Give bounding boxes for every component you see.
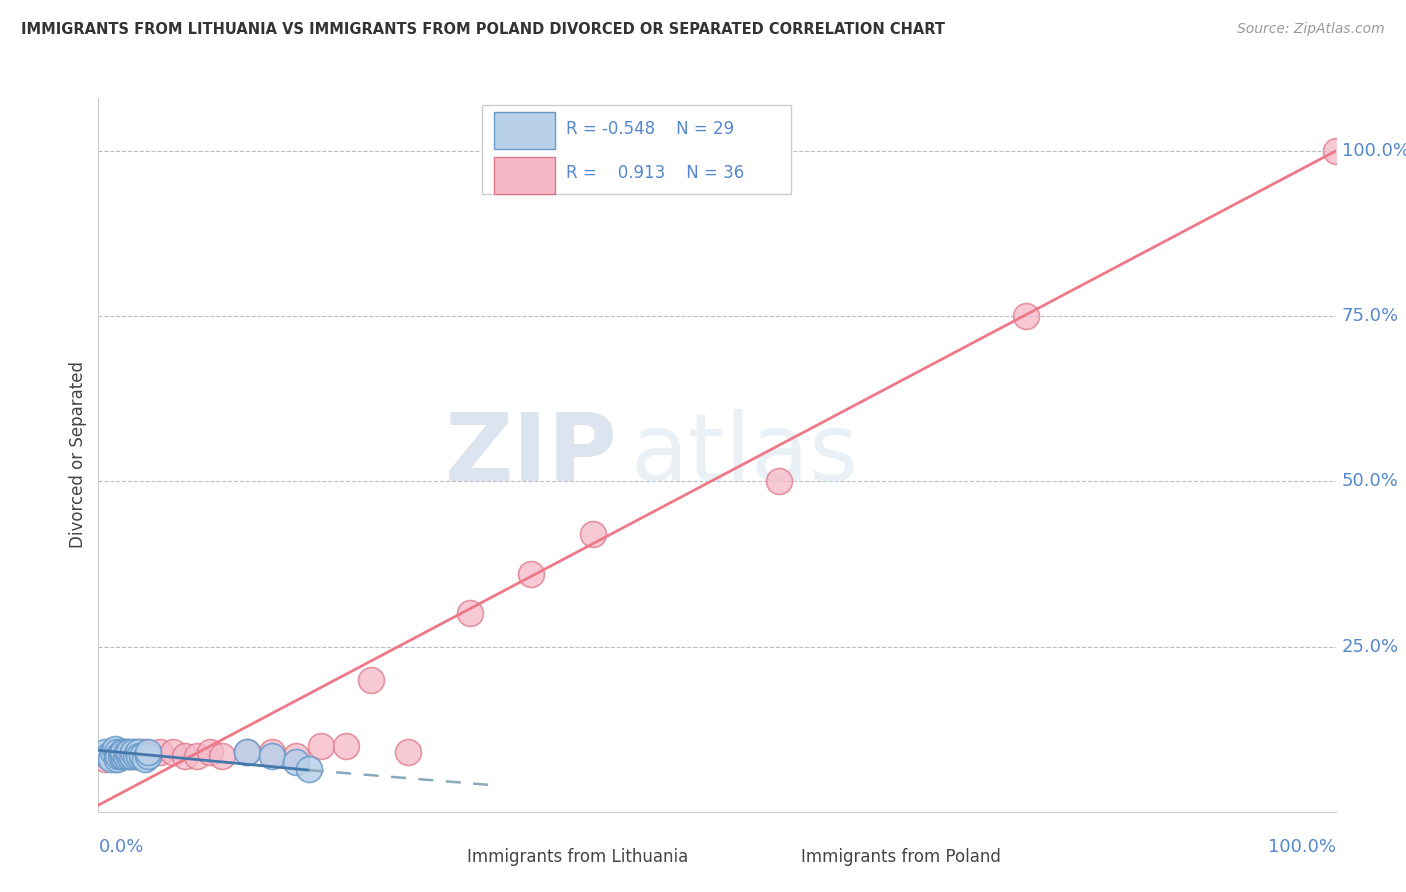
Point (107, 748, 129, 763)
Point (136, 748, 159, 763)
Point (1015, 309, 1038, 323)
Point (136, 745, 159, 759)
Point (118, 748, 141, 763)
Point (236, 745, 259, 759)
Text: Immigrants from Lithuania: Immigrants from Lithuania (467, 847, 689, 865)
Point (285, 748, 308, 763)
FancyBboxPatch shape (482, 105, 792, 194)
Point (114, 745, 136, 759)
Text: 50.0%: 50.0% (1341, 473, 1399, 491)
Point (104, 752, 127, 766)
Point (1324, 144, 1347, 158)
Point (112, 745, 135, 759)
Point (162, 745, 184, 759)
Point (107, 748, 129, 763)
Point (122, 745, 145, 759)
Point (100, 752, 122, 766)
Point (136, 748, 159, 763)
Text: 100.0%: 100.0% (1341, 142, 1406, 160)
Point (100, 745, 122, 759)
Point (198, 745, 221, 759)
Point (174, 748, 197, 763)
Point (118, 748, 141, 763)
Point (128, 748, 150, 763)
Point (458, 607, 481, 621)
Point (112, 748, 135, 763)
Text: ZIP: ZIP (446, 409, 619, 501)
Text: Immigrants from Poland: Immigrants from Poland (801, 847, 1001, 865)
Point (260, 745, 283, 759)
Point (114, 748, 136, 763)
Point (121, 748, 143, 763)
Point (118, 745, 141, 759)
Point (129, 745, 152, 759)
Point (396, 745, 419, 759)
Point (124, 745, 146, 759)
FancyBboxPatch shape (418, 846, 463, 868)
Text: atlas: atlas (630, 409, 859, 501)
Point (105, 752, 128, 766)
Point (93, 745, 115, 759)
Point (112, 748, 135, 763)
Y-axis label: Divorced or Separated: Divorced or Separated (69, 361, 87, 549)
Point (110, 748, 132, 763)
Point (122, 748, 145, 763)
FancyBboxPatch shape (495, 157, 555, 194)
Point (115, 745, 138, 759)
Point (93, 752, 115, 766)
Point (520, 566, 543, 581)
Point (103, 742, 125, 756)
Point (134, 752, 156, 766)
Text: 0.0%: 0.0% (98, 838, 143, 856)
Text: 100.0%: 100.0% (1268, 838, 1336, 856)
Text: 25.0%: 25.0% (1341, 638, 1399, 656)
Point (260, 748, 283, 763)
Point (103, 748, 125, 763)
Point (124, 748, 146, 763)
Point (335, 739, 357, 753)
Point (103, 745, 125, 759)
Point (149, 745, 172, 759)
Point (236, 745, 259, 759)
Text: IMMIGRANTS FROM LITHUANIA VS IMMIGRANTS FROM POLAND DIVORCED OR SEPARATED CORREL: IMMIGRANTS FROM LITHUANIA VS IMMIGRANTS … (21, 22, 945, 37)
Point (186, 748, 208, 763)
Text: 75.0%: 75.0% (1341, 307, 1399, 326)
Point (111, 745, 134, 759)
Point (105, 745, 128, 759)
Point (127, 748, 149, 763)
Text: Source: ZipAtlas.com: Source: ZipAtlas.com (1237, 22, 1385, 37)
Point (131, 748, 153, 763)
Point (97, 748, 120, 763)
Point (127, 745, 149, 759)
FancyBboxPatch shape (752, 846, 796, 868)
Point (309, 739, 332, 753)
Text: R = -0.548    N = 29: R = -0.548 N = 29 (567, 120, 734, 137)
Text: R =    0.913    N = 36: R = 0.913 N = 36 (567, 164, 744, 182)
Point (582, 527, 605, 541)
Point (134, 745, 156, 759)
Point (768, 475, 790, 489)
Point (132, 748, 155, 763)
Point (97, 748, 120, 763)
Point (298, 762, 321, 776)
Point (110, 745, 132, 759)
Point (211, 748, 233, 763)
Point (360, 673, 382, 687)
Point (285, 755, 308, 769)
FancyBboxPatch shape (495, 112, 555, 150)
